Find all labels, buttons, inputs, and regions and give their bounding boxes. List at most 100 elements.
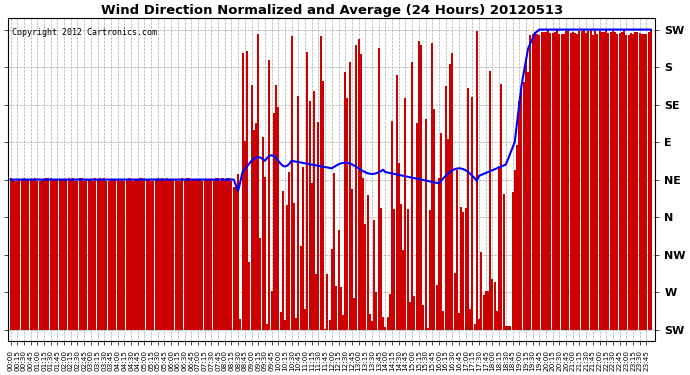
Bar — [213, 178, 215, 330]
Bar — [616, 34, 618, 330]
Bar — [319, 36, 322, 330]
Bar — [587, 31, 589, 330]
Bar — [188, 178, 190, 330]
Bar — [576, 34, 578, 330]
Bar — [627, 35, 629, 330]
Bar — [41, 180, 43, 330]
Bar — [170, 180, 172, 330]
Bar — [92, 181, 94, 330]
Bar — [346, 98, 348, 330]
Bar — [115, 180, 117, 330]
Bar — [574, 33, 576, 330]
Bar — [59, 180, 61, 330]
Bar — [246, 51, 248, 330]
Bar — [61, 180, 63, 330]
Bar — [540, 32, 542, 330]
Bar — [505, 326, 507, 330]
Text: Copyright 2012 Cartronics.com: Copyright 2012 Cartronics.com — [12, 28, 157, 37]
Bar — [235, 188, 237, 330]
Bar — [110, 180, 112, 330]
Bar — [144, 180, 146, 330]
Bar — [75, 181, 77, 330]
Bar — [190, 180, 193, 330]
Bar — [130, 179, 132, 330]
Bar — [224, 180, 226, 330]
Bar — [447, 140, 448, 330]
Bar — [286, 205, 288, 330]
Bar — [262, 137, 264, 330]
Bar — [55, 179, 56, 330]
Bar — [424, 119, 426, 330]
Bar — [406, 209, 408, 330]
Bar — [444, 86, 446, 330]
Bar — [507, 326, 509, 330]
Bar — [255, 123, 257, 330]
Bar — [569, 33, 571, 330]
Bar — [257, 34, 259, 330]
Bar — [572, 32, 574, 330]
Bar — [81, 178, 83, 330]
Bar — [583, 30, 585, 330]
Bar — [337, 230, 339, 330]
Bar — [471, 97, 473, 330]
Bar — [429, 210, 431, 330]
Bar — [168, 180, 170, 330]
Bar — [525, 58, 527, 330]
Bar — [389, 294, 391, 330]
Bar — [545, 32, 547, 330]
Bar — [90, 179, 92, 330]
Bar — [621, 32, 623, 330]
Bar — [435, 285, 437, 330]
Bar — [426, 328, 428, 330]
Bar — [106, 181, 108, 330]
Bar — [237, 174, 239, 330]
Bar — [21, 179, 23, 330]
Bar — [489, 71, 491, 330]
Bar — [538, 35, 540, 330]
Bar — [371, 321, 373, 330]
Bar — [101, 180, 103, 330]
Bar — [172, 179, 175, 330]
Bar — [500, 84, 502, 330]
Bar — [393, 210, 395, 330]
Bar — [161, 178, 164, 330]
Bar — [270, 291, 273, 330]
Bar — [12, 180, 14, 330]
Bar — [531, 34, 533, 330]
Bar — [104, 178, 106, 330]
Bar — [514, 170, 515, 330]
Bar — [324, 328, 326, 330]
Bar — [404, 98, 406, 330]
Bar — [554, 32, 556, 330]
Bar — [68, 178, 70, 330]
Bar — [359, 54, 362, 330]
Bar — [473, 324, 475, 330]
Bar — [230, 181, 233, 330]
Bar — [39, 181, 41, 330]
Bar — [313, 91, 315, 330]
Bar — [244, 141, 246, 330]
Bar — [199, 180, 201, 330]
Bar — [415, 123, 417, 330]
Bar — [77, 182, 79, 330]
Bar — [498, 166, 500, 330]
Bar — [25, 179, 27, 330]
Bar — [589, 30, 591, 330]
Bar — [304, 309, 306, 330]
Bar — [440, 133, 442, 330]
Bar — [556, 30, 558, 330]
Bar — [348, 62, 351, 330]
Bar — [391, 121, 393, 330]
Bar — [355, 45, 357, 330]
Bar — [32, 178, 34, 330]
Bar — [380, 208, 382, 330]
Bar — [382, 317, 384, 330]
Bar — [467, 88, 469, 330]
Bar — [179, 180, 181, 330]
Bar — [295, 318, 297, 330]
Bar — [306, 52, 308, 330]
Bar — [19, 179, 21, 330]
Bar — [37, 182, 39, 330]
Bar — [248, 262, 250, 330]
Bar — [208, 180, 210, 330]
